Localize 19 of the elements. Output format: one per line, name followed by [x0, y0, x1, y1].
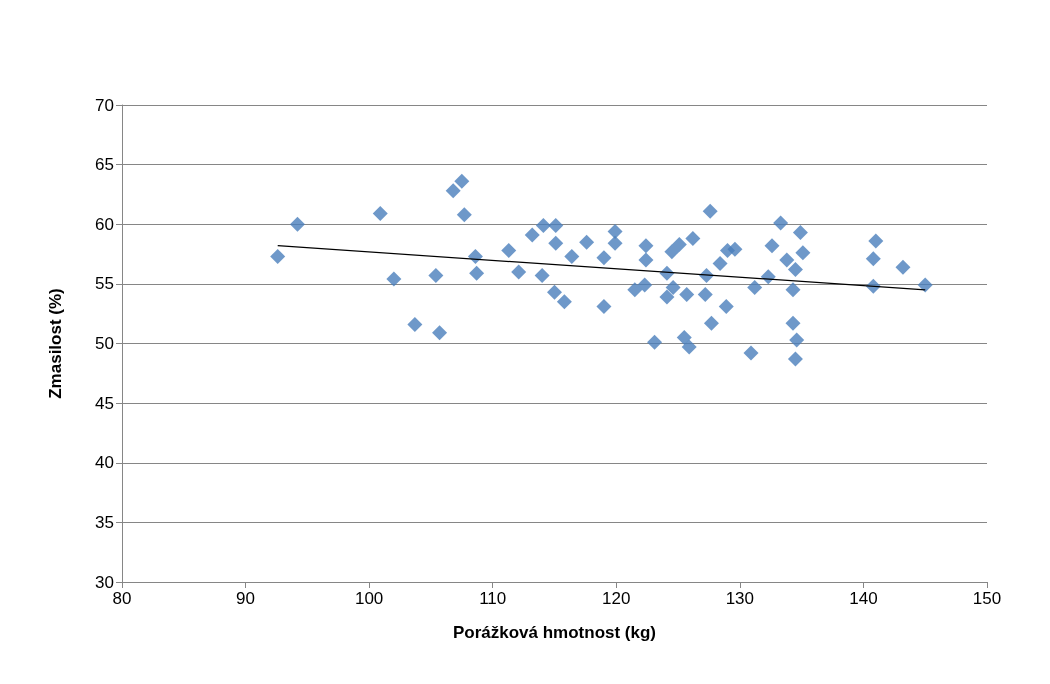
- x-tick-label: 90: [236, 589, 256, 608]
- y-tick-label: 35: [95, 512, 114, 532]
- y-tick-label: 40: [95, 453, 114, 473]
- x-tick-label: 100: [354, 589, 384, 608]
- y-tick-label: 45: [95, 393, 114, 413]
- x-tick-label: 130: [725, 589, 755, 608]
- x-tick-label: 120: [602, 589, 631, 608]
- x-tick-label: 110: [479, 589, 507, 608]
- y-tick-label: 50: [95, 334, 114, 353]
- y-tick-label: 55: [95, 274, 114, 294]
- x-axis-title: Porážková hmotnost (kg): [452, 623, 657, 642]
- y-tick-label: 60: [95, 214, 114, 234]
- x-tick-label: 80: [112, 589, 132, 608]
- x-tick-label: 150: [972, 589, 1002, 608]
- y-tick-label: 65: [95, 155, 114, 175]
- x-tick-label: 140: [849, 589, 878, 608]
- y-tick-label: 70: [95, 95, 114, 115]
- y-axis-title: Zmasilost (%): [46, 288, 65, 399]
- y-tick-label: 30: [95, 572, 114, 592]
